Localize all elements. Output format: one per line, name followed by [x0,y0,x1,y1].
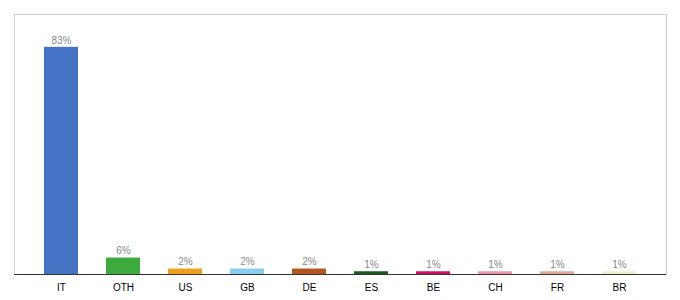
svg-text:1%: 1% [426,259,441,270]
svg-text:BR: BR [613,282,627,293]
svg-text:BE: BE [427,282,441,293]
svg-text:US: US [179,282,193,293]
svg-text:DE: DE [303,282,317,293]
svg-text:2%: 2% [178,256,193,267]
svg-text:1%: 1% [550,259,565,270]
svg-text:1%: 1% [612,259,627,270]
svg-text:83%: 83% [51,35,71,46]
svg-text:IT: IT [57,282,66,293]
svg-text:ES: ES [365,282,379,293]
svg-text:1%: 1% [488,259,503,270]
svg-text:6%: 6% [116,245,131,256]
svg-text:CH: CH [488,282,502,293]
svg-text:OTH: OTH [113,282,134,293]
svg-text:2%: 2% [240,256,255,267]
svg-text:1%: 1% [364,259,379,270]
svg-text:GB: GB [240,282,255,293]
svg-text:2%: 2% [302,256,317,267]
svg-text:FR: FR [551,282,564,293]
